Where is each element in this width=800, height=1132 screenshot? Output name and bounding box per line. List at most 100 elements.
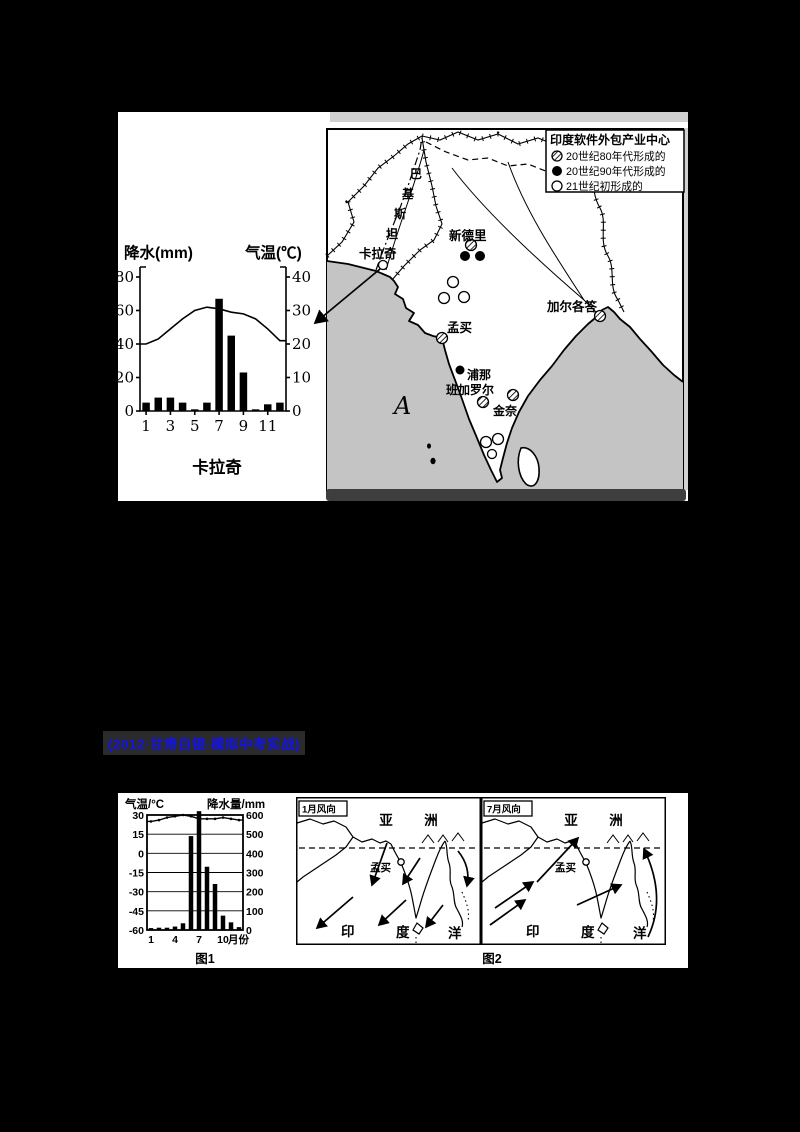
temperature-dot: [149, 820, 153, 823]
legend-item-label: 21世纪初形成的: [566, 179, 643, 193]
precip-bar: [203, 402, 211, 411]
temperature-dot: [157, 818, 161, 822]
month-label: 4: [172, 934, 178, 946]
precip-bar: [276, 402, 284, 411]
temp-tick-label: -60: [129, 925, 144, 937]
precip-bar: [228, 922, 234, 930]
month-label: 7: [214, 417, 224, 435]
sri-lanka: [517, 446, 540, 487]
precip-bar: [178, 402, 187, 411]
label-kolkata: 加尔各答: [546, 299, 598, 314]
centers-2000s: [377, 259, 505, 460]
precip-tick-label: 0: [124, 402, 134, 420]
precip-bar: [154, 397, 162, 411]
centers-1980s: [435, 238, 607, 409]
legend-title: 印度软件外包产业中心: [550, 132, 670, 147]
temp-tick-label: -45: [129, 906, 144, 918]
month-label: 7: [196, 934, 202, 946]
station-caption: 卡拉奇: [192, 457, 242, 477]
july-wind-panel: 7月风向: [481, 797, 666, 945]
exam-heading: (2012·甘肃白银·模拟中考实战): [103, 731, 306, 755]
month-label: 3: [166, 417, 176, 435]
temperature-dot: [237, 818, 241, 822]
software-centers: [377, 238, 607, 460]
precip-tick-label: 40: [118, 335, 134, 353]
label-chennai: 金奈: [492, 403, 518, 418]
month-label: 11: [258, 417, 277, 435]
precip-tick-label: 20: [118, 369, 134, 387]
precip-tick-label: 300: [246, 868, 264, 880]
july-title: 7月风向: [487, 804, 521, 816]
scan-gray-strip-right: [684, 128, 688, 490]
mumbai-plot-area: 30 600 15 500 0 400 -15 300 -30 200 -45 100 -60 0 1 4 7 1…: [129, 810, 264, 946]
precip-bar: [239, 372, 248, 411]
temp-tick-label: 40: [292, 268, 311, 286]
precip-bar: [142, 402, 150, 411]
precip-bar: [264, 404, 272, 411]
temperature-dot: [197, 817, 201, 821]
temp-tick-label: 0: [138, 848, 144, 860]
month-label: 1: [148, 934, 154, 946]
precip-bar: [191, 409, 199, 411]
month-label: 10: [217, 934, 229, 946]
precip-bar: [156, 927, 162, 930]
panel-title-box: [483, 800, 533, 817]
map-place-labels: 新德里 卡拉奇 加尔各答 孟买 浦那 班加罗尔 金奈 A 巴 基 斯 坦: [359, 167, 598, 420]
temperature-dot: [181, 813, 185, 817]
temp-tick-label: -30: [129, 887, 144, 899]
temperature-dot: [205, 817, 209, 821]
india-map: 新德里 卡拉奇 加尔各答 孟买 浦那 班加罗尔 金奈 A 巴 基 斯 坦: [325, 128, 685, 497]
precip-bar: [227, 335, 235, 411]
scan-gray-strip-top: [330, 112, 688, 122]
hatched-circle-icon: [551, 150, 563, 162]
month-suffix: 月份: [227, 933, 249, 946]
centers-1990s: [455, 251, 485, 375]
svg-text:坦: 坦: [386, 227, 398, 241]
precip-bar: [172, 926, 178, 930]
precip-tick-label: 80: [118, 268, 134, 286]
precip-tick-label: 400: [246, 848, 264, 860]
legend-item-label: 20世纪80年代形成的: [566, 149, 666, 163]
temperature-dot: [189, 814, 193, 818]
coastline: [326, 260, 684, 483]
precip-tick-label: 0: [246, 925, 252, 937]
filled-circle-icon: [552, 166, 562, 176]
temperature-dot: [173, 814, 177, 818]
precip-bar: [180, 923, 186, 930]
label-pakistan: 巴 基 斯 坦: [386, 167, 422, 241]
chart-frame: [146, 814, 244, 931]
label-pune: 浦那: [467, 367, 491, 382]
temp-tick-label: 15: [132, 829, 144, 841]
mumbai-climate-chart: 气温/°C 降水量/mm 30 600 15 500 0 400 -15 300 -30 200 -…: [124, 797, 265, 966]
open-circle-icon: [551, 180, 563, 192]
temperature-line: [140, 306, 286, 345]
karachi-pointer-arrow: [313, 268, 381, 325]
figure2-svg: 亚 洲 孟买 印 度 洋: [124, 797, 666, 966]
january-title: 1月风向: [302, 804, 336, 816]
precip-bar: [188, 836, 194, 930]
rivers: [385, 149, 597, 313]
precip-bar: [164, 927, 170, 930]
precip-tick-label: 200: [246, 887, 264, 899]
temperature-dot: [221, 816, 225, 819]
precip-bar: [204, 866, 210, 930]
temp-tick-label: -15: [129, 868, 144, 880]
month-label: 9: [239, 417, 249, 435]
figure1-india-map-block: 降水(mm) 气温(℃) 80 60 40 20 0 40 30 20 10 0 1 3 5 7 9 11 卡…: [115, 112, 688, 501]
islets: [427, 443, 436, 465]
svg-text:巴: 巴: [410, 167, 422, 181]
label-bangalore: 班加罗尔: [446, 382, 494, 397]
month-label: 5: [190, 417, 200, 435]
precip-bar: [196, 811, 202, 930]
temp-tick-label: 10: [292, 369, 311, 387]
temp-tick-label: 30: [132, 810, 144, 822]
precip-tick-label: 600: [246, 810, 264, 822]
scan-scrollbar: [326, 489, 686, 501]
month-label: 1: [141, 417, 151, 435]
temperature-dot: [165, 816, 169, 819]
map-legend: 印度软件外包产业中心 20世纪80年代形成的 20世纪90年代形成的 21世纪初…: [545, 129, 685, 193]
